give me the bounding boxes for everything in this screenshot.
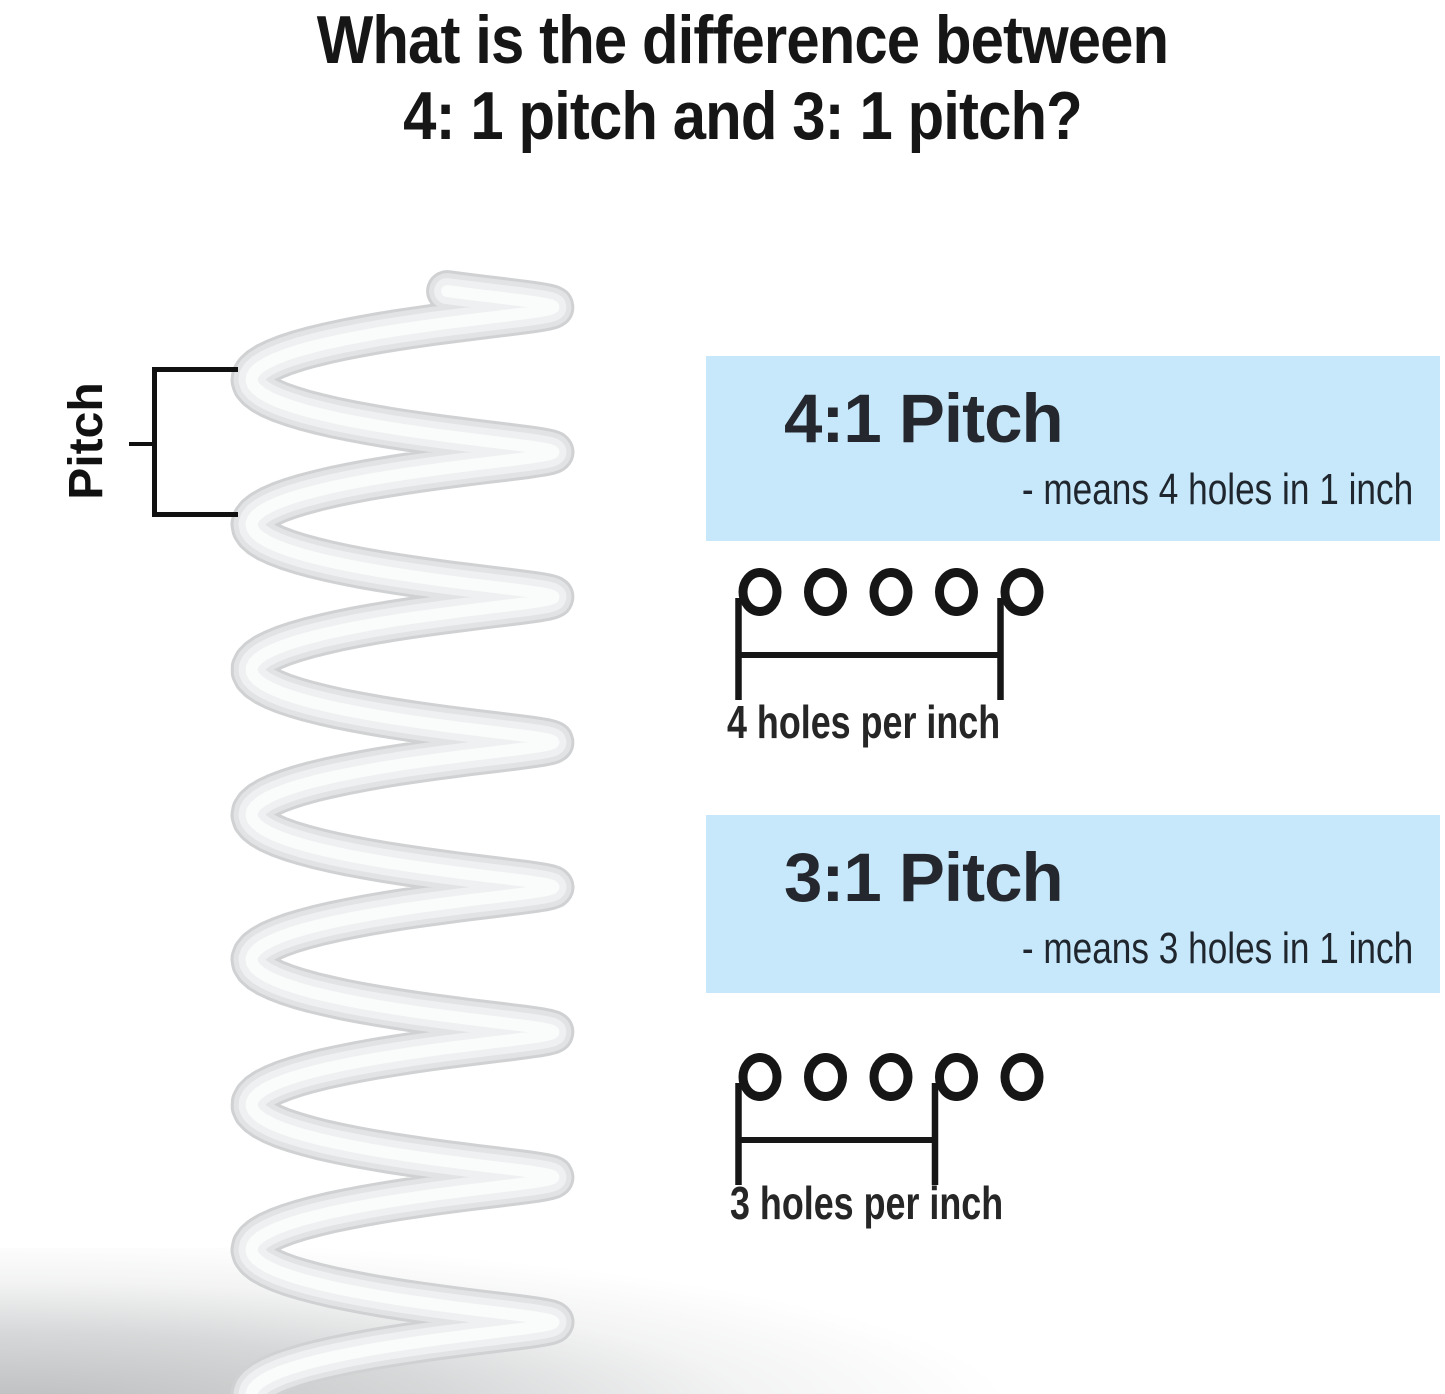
page-title: What is the difference between 4: 1 pitc… — [40, 2, 1445, 154]
holes-label-3-1: 3 holes per inch — [730, 1177, 1004, 1229]
pitch-bracket-bottom-line — [152, 512, 238, 517]
coil-pitch-label: Pitch — [56, 361, 116, 521]
holes-diagram-3-1 — [735, 1053, 1044, 1185]
description-4-1: - means 4 holes in 1 inch — [1021, 465, 1413, 514]
title-line-1: What is the difference between — [316, 2, 1169, 78]
highlight-box-4-1: 4:1 Pitch - means 4 holes in 1 inch — [706, 356, 1440, 541]
holes-diagram-4-1 — [735, 568, 1044, 700]
heading-3-1: 3:1 Pitch — [784, 839, 1064, 916]
highlight-box-3-1: 3:1 Pitch - means 3 holes in 1 inch — [706, 815, 1440, 993]
holes-label-4-1: 4 holes per inch — [727, 696, 1001, 748]
coil-pitch-label-text: Pitch — [59, 382, 113, 500]
binding-coil-illustration — [230, 270, 575, 1394]
title-line-2: 4: 1 pitch and 3: 1 pitch? — [403, 78, 1083, 154]
pitch-bracket-pointer-tick — [129, 442, 152, 446]
heading-4-1: 4:1 Pitch — [784, 380, 1064, 457]
pitch-bracket-vertical-line — [152, 367, 157, 517]
pitch-bracket-top-line — [152, 367, 238, 372]
description-3-1: - means 3 holes in 1 inch — [1021, 924, 1413, 973]
